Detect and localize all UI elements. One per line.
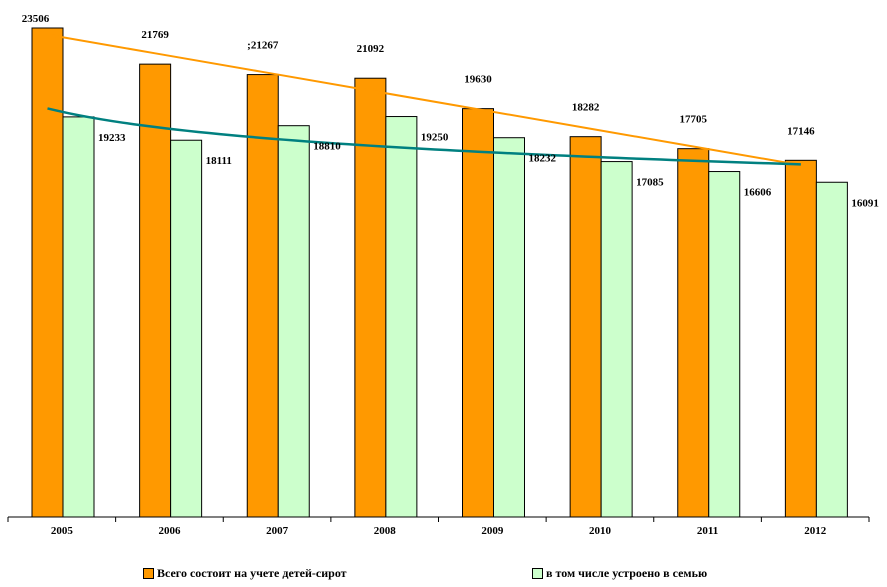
data-label-family: 18111 <box>206 155 232 167</box>
data-label-family: 19250 <box>421 132 449 144</box>
bar-family-2011 <box>708 171 741 518</box>
data-label-total: 19630 <box>464 74 492 86</box>
bar-total-2007 <box>246 74 279 518</box>
bar-total-2009 <box>462 108 494 518</box>
x-tick-label: 2006 <box>158 525 181 537</box>
x-tick-label: 2009 <box>481 525 504 537</box>
bar-total-2006 <box>139 63 172 518</box>
bar-total-2012 <box>784 159 817 518</box>
bar-family-2007 <box>277 125 310 518</box>
data-label-family: 16091 <box>851 197 879 209</box>
legend-item-family: в том числе устроено в семью <box>532 566 707 581</box>
x-tick-label: 2008 <box>374 525 397 537</box>
data-label-total: 17146 <box>787 125 815 137</box>
data-label-family: 18810 <box>313 141 341 153</box>
bar-family-2012 <box>815 181 848 518</box>
bar-family-2006 <box>170 139 203 518</box>
bar-family-2009 <box>493 137 525 518</box>
legend-item-total: Всего состоит на учете детей-сирот <box>143 566 347 581</box>
data-label-total: 21769 <box>141 29 169 41</box>
trendline-family <box>47 107 801 166</box>
data-label-total: 17705 <box>680 114 708 126</box>
legend-swatch-total <box>143 568 154 579</box>
x-tick-label: 2012 <box>804 525 827 537</box>
x-tick-label: 2011 <box>697 525 718 537</box>
x-tick-label: 2010 <box>589 525 612 537</box>
chart: 2005 2006 2007 2008 2009 2010 2011 2012 23506 192… <box>7 13 879 537</box>
bar-total-2005 <box>31 27 64 518</box>
legend-label-total: Всего состоит на учете детей-сирот <box>157 566 347 580</box>
data-label-total: ;21267 <box>247 40 279 52</box>
data-label-total: 21092 <box>357 43 385 55</box>
x-tick-label: 2005 <box>51 525 74 537</box>
data-label-family: 17085 <box>636 177 664 189</box>
bar-total-2008 <box>354 77 387 518</box>
bar-family-2005 <box>62 116 95 518</box>
data-label-total: 23506 <box>22 13 50 25</box>
data-label-family: 19233 <box>98 132 126 144</box>
data-label-total: 18282 <box>572 102 600 114</box>
trendline-total <box>47 33 802 167</box>
data-label-family: 16606 <box>744 187 772 199</box>
legend-label-family: в том числе устроено в семью <box>546 566 708 580</box>
bar-total-2010 <box>569 136 602 518</box>
data-label-family: 18232 <box>529 153 557 165</box>
x-tick-label: 2007 <box>266 525 289 537</box>
legend-swatch-family <box>532 568 543 579</box>
bar-family-2010 <box>600 161 633 518</box>
bar-family-2008 <box>385 116 418 518</box>
bar-total-2011 <box>677 148 710 518</box>
